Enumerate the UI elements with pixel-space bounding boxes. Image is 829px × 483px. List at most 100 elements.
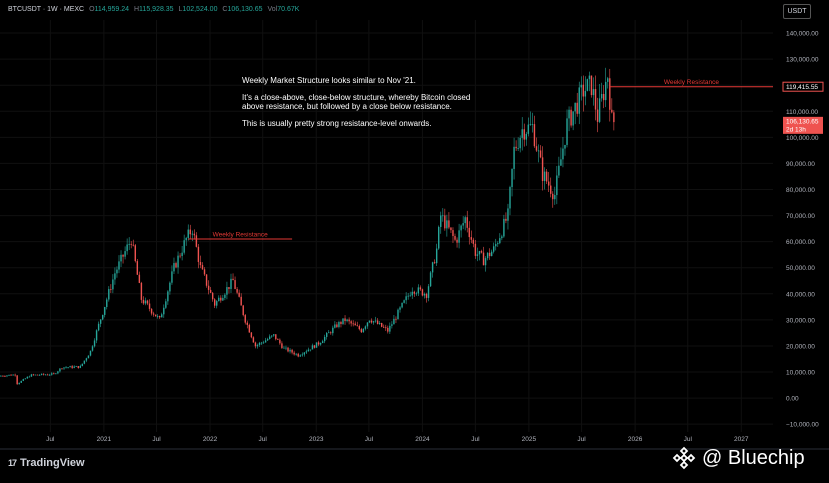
- candle-body: [413, 291, 415, 294]
- candle-body: [466, 217, 468, 228]
- candle-body: [175, 263, 177, 268]
- candle-body: [328, 332, 330, 334]
- symbol-name[interactable]: BTCUSDT · 1W · MEXC: [8, 6, 85, 13]
- candle-body: [61, 368, 63, 370]
- candle-body: [209, 289, 212, 293]
- candle-body: [12, 374, 14, 376]
- candle-body: [545, 171, 548, 182]
- candle-body: [108, 289, 110, 300]
- candle-body: [228, 287, 230, 289]
- candle-body: [444, 215, 446, 229]
- candle-body: [490, 251, 493, 257]
- candle-body: [53, 373, 55, 375]
- annotation-line: It's a close-above, close-below structur…: [242, 93, 471, 111]
- candle-body: [523, 129, 525, 140]
- candle-body: [592, 89, 595, 96]
- candle-body: [55, 373, 57, 375]
- candle-body: [440, 215, 442, 227]
- candle-body: [71, 366, 73, 368]
- annotation-text: Weekly Market Structure looks similar to…: [242, 76, 472, 136]
- candle-body: [248, 324, 251, 333]
- candle-body: [28, 376, 31, 378]
- candle-body: [32, 374, 35, 376]
- candle-body: [136, 261, 139, 275]
- candle-body: [211, 292, 214, 300]
- candle-body: [311, 345, 314, 350]
- candle-body: [527, 124, 530, 134]
- candle-body: [488, 252, 491, 257]
- candle-body: [42, 373, 45, 375]
- tradingview-brand[interactable]: 17 TradingView: [8, 457, 85, 469]
- currency-button[interactable]: USDT: [783, 4, 811, 19]
- candle-body: [376, 320, 379, 325]
- candle-body: [40, 373, 43, 375]
- candle-body: [598, 98, 601, 122]
- candle-body: [179, 255, 181, 257]
- candle-body: [574, 102, 576, 112]
- candle-body: [110, 289, 112, 290]
- y-tick-label: 60,000.00: [786, 239, 815, 246]
- close-label: C: [222, 6, 228, 13]
- candle-body: [492, 246, 495, 252]
- candle-body: [519, 137, 521, 149]
- candle-body: [222, 297, 224, 301]
- candle-body: [57, 371, 59, 374]
- candle-body: [250, 332, 253, 338]
- candle-body: [234, 280, 236, 289]
- price-label-text: 119,415.55: [786, 84, 818, 91]
- candle-body: [427, 286, 430, 298]
- candle-body: [517, 148, 519, 149]
- y-tick-label: 10,000.00: [786, 370, 815, 377]
- candle-body: [138, 274, 141, 283]
- candle-body: [279, 339, 281, 344]
- candle-body: [501, 236, 503, 239]
- candle-body: [433, 262, 436, 264]
- candle-body: [242, 305, 244, 316]
- candle-body: [191, 233, 194, 235]
- candle-body: [275, 334, 277, 340]
- x-tick-label: 2022: [203, 436, 218, 443]
- candle-body: [385, 327, 387, 329]
- candle-body: [521, 129, 523, 138]
- y-tick-label: −10,000.00: [786, 422, 819, 429]
- candle-body: [435, 248, 438, 264]
- candle-body: [132, 244, 134, 246]
- candle-body: [452, 230, 454, 237]
- candle-body: [258, 342, 261, 345]
- candle-body: [146, 300, 149, 304]
- candle-body: [8, 374, 10, 376]
- candle-body: [586, 79, 589, 91]
- candle-body: [613, 112, 615, 123]
- candle-body: [564, 144, 566, 149]
- candle-body: [602, 94, 605, 101]
- price-label-box: [783, 116, 823, 134]
- candle-body: [450, 227, 452, 231]
- x-tick-label: 2026: [628, 436, 643, 443]
- candle-body: [570, 109, 572, 126]
- candle-body: [378, 322, 381, 325]
- candle-body: [252, 337, 255, 343]
- candle-body: [201, 265, 204, 270]
- y-tick-label: 30,000.00: [786, 317, 815, 324]
- candle-body: [85, 358, 88, 361]
- candle-body: [169, 282, 171, 292]
- candle-body: [399, 307, 401, 310]
- candle-body: [334, 324, 336, 328]
- y-tick-label: 50,000.00: [786, 265, 815, 272]
- candle-body: [362, 328, 365, 333]
- candle-body: [537, 150, 540, 152]
- candle-body: [350, 321, 352, 324]
- candle-body: [354, 323, 356, 326]
- candle-body: [44, 374, 47, 376]
- candle-body: [185, 237, 187, 241]
- candle-body: [289, 349, 291, 352]
- x-tick-label: Jul: [471, 436, 480, 443]
- y-tick-label: 20,000.00: [786, 343, 815, 350]
- candle-body: [4, 376, 6, 377]
- candle-body: [285, 347, 287, 349]
- candle-body: [59, 368, 61, 372]
- candle-body: [326, 332, 328, 337]
- low-label: L: [178, 6, 183, 13]
